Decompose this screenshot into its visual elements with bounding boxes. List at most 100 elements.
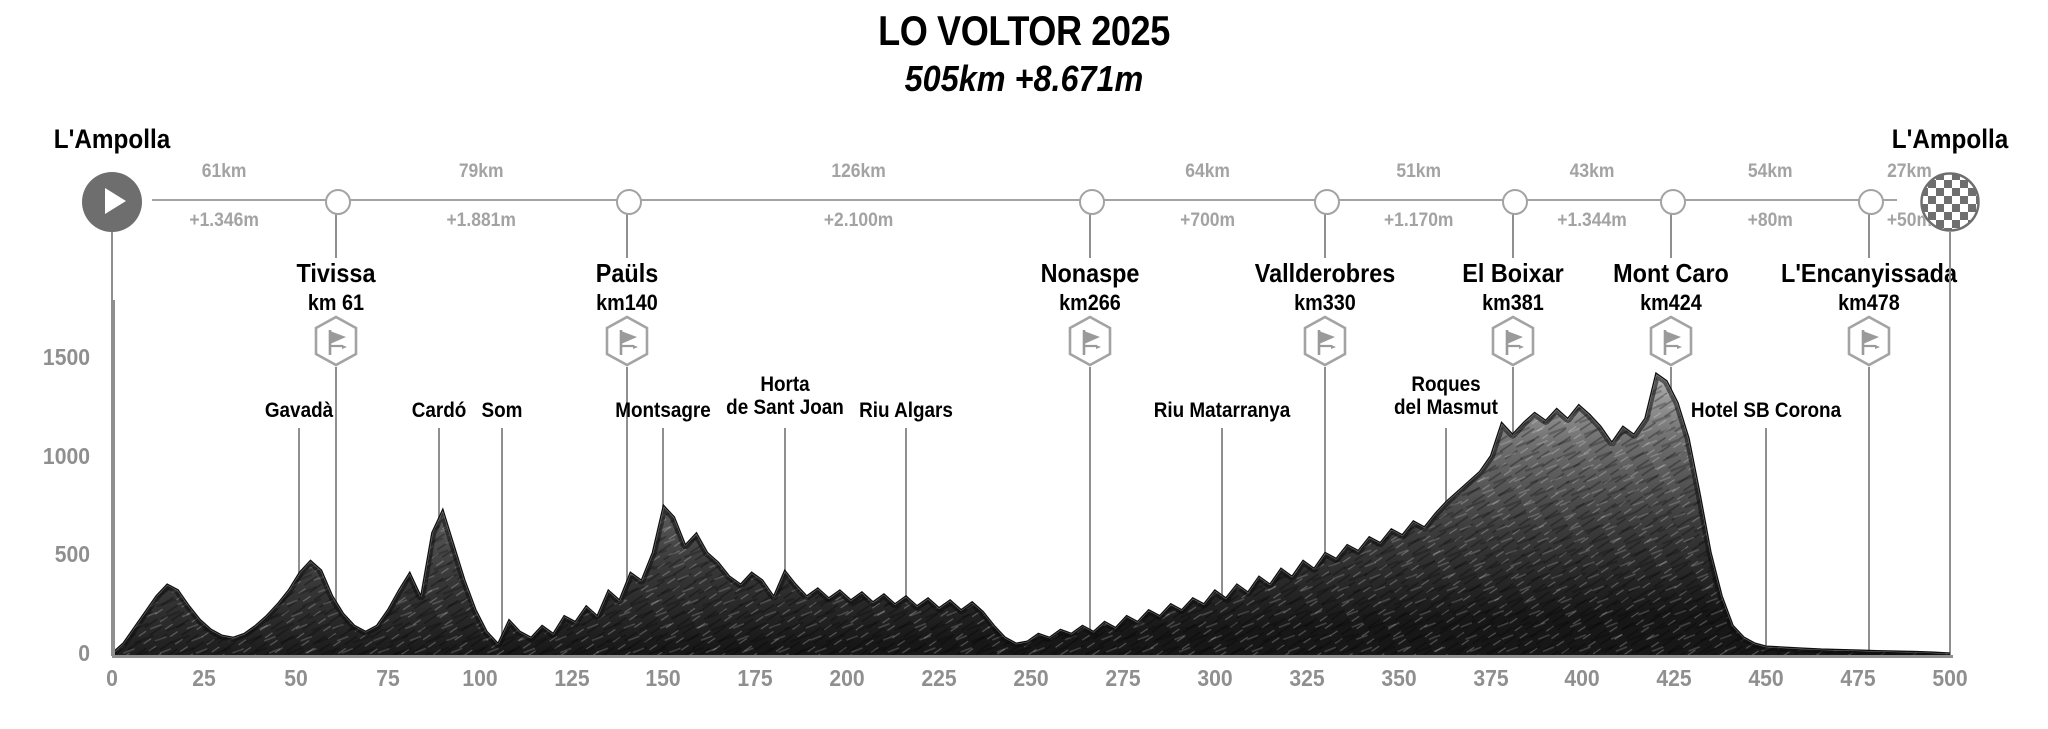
x-axis-tick-label: 500 <box>1932 665 1968 691</box>
profile-texture <box>112 372 1950 655</box>
poi-guide-line <box>783 428 786 655</box>
x-axis-tick-label: 150 <box>645 665 682 691</box>
checkpoint-flag-icon[interactable] <box>313 315 359 367</box>
segment-distance: 61km <box>201 161 247 182</box>
finish-label: L'Ampolla <box>1891 124 2009 154</box>
checkpoint-name: L'Encanyissada <box>1781 258 1958 288</box>
poi-guide-line <box>298 428 301 655</box>
checkered-flag-icon[interactable] <box>1920 172 1980 232</box>
x-axis <box>112 655 1953 658</box>
checkpoint-guide-line <box>335 367 338 655</box>
poi-guide-line <box>905 428 908 655</box>
x-axis-tick-label: 475 <box>1840 665 1876 691</box>
checkpoint-km: km424 <box>1639 290 1702 315</box>
poi-label-line: Riu Matarranya <box>1153 399 1291 422</box>
segment-distance: 43km <box>1569 161 1614 182</box>
y-axis <box>112 300 115 657</box>
finish-stem <box>1949 232 1951 656</box>
flag-hex-icon <box>1649 315 1692 367</box>
x-axis-tick-label: 275 <box>1105 665 1141 691</box>
y-axis-tick-label: 500 <box>54 541 90 568</box>
poi-label: Som <box>481 399 523 423</box>
checkpoint-name: El Boixar <box>1461 258 1564 288</box>
title-block: LO VOLTOR 2025 505km +8.671m <box>0 7 2048 100</box>
elevation-area-series <box>112 371 1951 655</box>
x-axis-tick-label: 425 <box>1656 665 1692 691</box>
checkpoint-node[interactable] <box>1501 189 1528 215</box>
checkpoint-guide-line <box>625 367 628 655</box>
checkpoint-flag-icon[interactable] <box>1846 315 1892 367</box>
y-axis-tick-label: 0 <box>78 640 90 666</box>
poi-guide-line <box>1221 428 1224 655</box>
checkpoint-flag-icon[interactable] <box>1490 315 1536 367</box>
segment-elevation: +700m <box>1179 210 1235 231</box>
poi-label-line: de Sant Joan <box>725 395 844 419</box>
segment-elevation: +80m <box>1747 210 1793 231</box>
checkpoint-name: Tivissa <box>296 258 376 288</box>
checkpoint-flag-icon[interactable] <box>1067 315 1113 367</box>
play-icon[interactable] <box>82 172 142 232</box>
poi-label: Riu Algars <box>859 399 953 423</box>
x-axis-tick-label: 0 <box>106 665 118 691</box>
checkpoint-node[interactable] <box>1078 189 1105 215</box>
flag-hex-icon <box>605 315 648 367</box>
poi-label: Riu Matarranya <box>1153 399 1291 423</box>
checkpoint-flag-icon[interactable] <box>1648 315 1694 367</box>
poi-label-line: Roques <box>1411 373 1482 396</box>
poi-guide-line <box>1765 428 1768 655</box>
checkpoint-node[interactable] <box>615 189 642 215</box>
flag-hex-icon <box>1847 315 1891 367</box>
profile-outline <box>112 371 1951 654</box>
poi-label: Roques del Masmut <box>1394 373 1498 419</box>
checkpoint-node[interactable] <box>1659 189 1686 215</box>
checkpoint-name: Mont Caro <box>1612 258 1729 288</box>
checkpoint-stem <box>1868 200 1871 258</box>
checkpoint-stem <box>1669 200 1672 258</box>
checkpoint-flag-icon[interactable] <box>604 315 650 367</box>
checkpoint-stem <box>1511 200 1514 258</box>
poi-label-line: Som <box>481 399 523 422</box>
poi-label-line: Riu Algars <box>859 399 953 422</box>
checkpoint-km: km381 <box>1481 290 1544 315</box>
flag-hex-icon <box>1491 315 1534 367</box>
segment-distance: 126km <box>830 161 886 182</box>
checkpoint-stem <box>1088 200 1091 258</box>
x-axis-tick-label: 300 <box>1197 665 1233 691</box>
segment-elevation: +2.100m <box>823 210 893 231</box>
checkpoint-flag-icon[interactable] <box>1302 315 1348 367</box>
page-subtitle: 505km +8.671m <box>904 58 1144 99</box>
checkpoint-stem <box>625 200 628 258</box>
x-axis-tick-label: 450 <box>1748 665 1784 691</box>
poi-label-line: Gavadà <box>265 399 334 422</box>
x-axis-tick-label: 325 <box>1289 665 1325 691</box>
checkpoint-node[interactable] <box>1314 189 1341 215</box>
checkpoint-node[interactable] <box>1858 189 1885 215</box>
start-label: L'Ampolla <box>53 124 171 154</box>
segment-distance: 64km <box>1185 161 1230 182</box>
x-axis-tick-label: 200 <box>829 665 865 691</box>
segment-elevation: +50m <box>1886 210 1933 231</box>
flag-hex-icon <box>1068 315 1112 367</box>
poi-label-line: Hotel SB Corona <box>1691 399 1842 422</box>
flag-hex-icon <box>314 315 358 367</box>
x-axis-tick-label: 400 <box>1564 665 1601 691</box>
checkpoint-km: km140 <box>595 290 658 315</box>
checkpoint-km: km266 <box>1058 290 1121 315</box>
segment-distance: 27km <box>1887 161 1932 182</box>
flag-hex-icon <box>1303 315 1347 367</box>
checkpoint-name: Vallderobres <box>1254 258 1396 288</box>
poi-label: Cardó <box>412 399 467 423</box>
checkpoint-km: km330 <box>1294 290 1356 315</box>
segment-elevation: +1.881m <box>446 210 517 231</box>
checkpoint-stem <box>335 200 338 258</box>
poi-label-line: Montsagre <box>615 399 712 422</box>
checkpoint-node[interactable] <box>325 189 352 215</box>
page-title: LO VOLTOR 2025 <box>878 7 1170 54</box>
segment-elevation: +1.344m <box>1556 210 1627 231</box>
checkpoint-name: Nonaspe <box>1040 258 1140 288</box>
checkpoint-guide-line <box>1868 367 1871 655</box>
checkpoint-stem <box>1324 200 1327 258</box>
checkpoint-guide-line <box>1324 367 1327 655</box>
y-axis-tick-label: 1000 <box>42 442 90 469</box>
segment-distance: 51km <box>1396 161 1442 182</box>
